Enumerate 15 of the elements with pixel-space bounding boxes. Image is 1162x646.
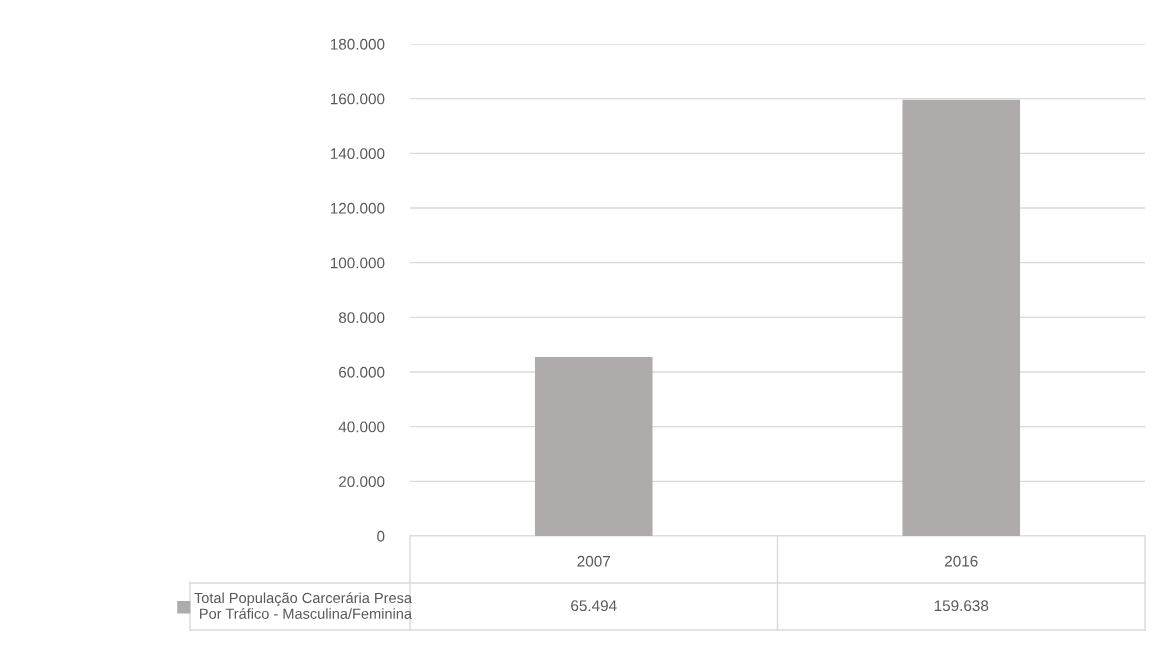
x-tick-label: 2007	[577, 555, 610, 567]
y-tick-label: 180.000	[330, 38, 385, 50]
y-tick-label: 20.000	[339, 476, 385, 488]
data-label: 159.638	[934, 600, 989, 612]
y-tick-label: 40.000	[338, 421, 385, 433]
y-tick-label: 0	[377, 530, 385, 542]
legend-label: Total População Carcerária Presa Por Tráfico - Masculina/Feminina	[194, 592, 413, 619]
y-tick-label: 80.000	[338, 312, 385, 324]
x-tick-label: 2016	[945, 555, 978, 567]
y-tick-label: 140.000	[330, 148, 385, 160]
y-tick-label: 100.000	[330, 257, 385, 269]
y-tick-label: 160.000	[330, 93, 385, 105]
y-tick-label: 60.000	[339, 366, 385, 378]
y-tick-label: 120.000	[330, 202, 385, 214]
data-label: 65.494	[571, 600, 617, 612]
